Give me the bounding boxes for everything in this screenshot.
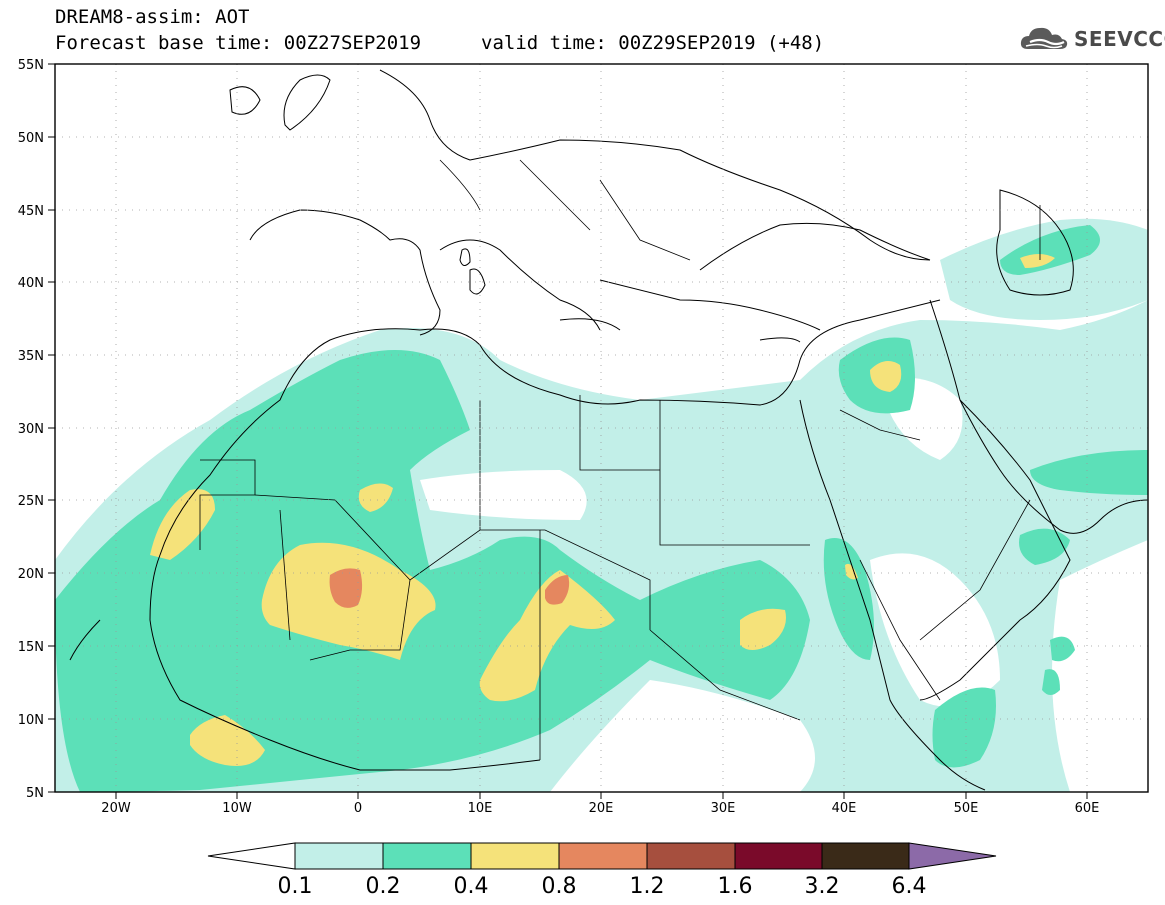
logo-text: SEEVCCC	[1074, 27, 1165, 51]
lon-label: 30E	[711, 801, 736, 816]
lat-label: 30N	[18, 422, 44, 437]
lat-label: 50N	[18, 131, 44, 146]
lat-label: 25N	[18, 494, 44, 509]
lat-label: 15N	[18, 640, 44, 655]
lat-label: 35N	[18, 349, 44, 364]
lat-label: 45N	[18, 204, 44, 219]
forecast-base-time: Forecast base time: 00Z27SEP2019	[55, 32, 422, 54]
lon-label: 20W	[101, 801, 131, 816]
lat-label: 55N	[18, 58, 44, 73]
colorbar-swatch	[382, 842, 472, 870]
lon-label: 60E	[1075, 801, 1100, 816]
colorbar-swatch	[821, 842, 910, 870]
lat-label: 40N	[18, 276, 44, 291]
colorbar-label: 0.2	[366, 874, 401, 899]
seevccc-logo: SEEVCCC	[1018, 24, 1165, 54]
colorbar-swatch	[734, 842, 823, 870]
colorbar-label: 1.2	[630, 874, 665, 899]
map-title: DREAM8-assim: AOT	[55, 6, 250, 28]
colorbar-swatch	[646, 842, 736, 870]
lat-label: 20N	[18, 567, 44, 582]
colorbar	[207, 842, 997, 870]
colorbar-label: 3.2	[805, 874, 840, 899]
lon-label: 50E	[954, 801, 979, 816]
lon-label: 10E	[468, 801, 493, 816]
valid-time: valid time: 00Z29SEP2019 (+48)	[481, 32, 825, 54]
lon-label: 10W	[222, 801, 252, 816]
colorbar-swatch	[470, 842, 560, 870]
colorbar-labels: 0.1 0.2 0.4 0.8 1.2 1.6 3.2 6.4	[278, 874, 927, 899]
colorbar-arrow-low	[207, 842, 296, 870]
colorbar-arrow-high	[908, 842, 997, 870]
cloud-icon	[1020, 27, 1068, 49]
lon-label: 20E	[589, 801, 614, 816]
colorbar-label: 0.1	[278, 874, 313, 899]
longitude-labels: 20W 10W 0 10E 20E 30E 40E 50E 60E	[101, 801, 1099, 816]
colorbar-label: 1.6	[718, 874, 753, 899]
latitude-labels: 5N 10N 15N 20N 25N 30N 35N 40N 45N 50N 5…	[18, 58, 44, 801]
lat-label: 10N	[18, 713, 44, 728]
colorbar-label: 6.4	[892, 874, 927, 899]
axis-ticks	[48, 63, 1088, 799]
aot-contour-0.8	[329, 568, 570, 608]
colorbar-swatch	[294, 842, 384, 870]
colorbar-label: 0.8	[542, 874, 577, 899]
lon-label: 40E	[832, 801, 857, 816]
colorbar-label: 0.4	[454, 874, 489, 899]
colorbar-swatch	[558, 842, 648, 870]
lon-label: 0	[354, 801, 362, 816]
aot-below-0.1	[420, 377, 1148, 792]
graticule	[55, 64, 1148, 792]
lat-label: 5N	[26, 786, 44, 801]
map-panel	[55, 64, 1148, 792]
